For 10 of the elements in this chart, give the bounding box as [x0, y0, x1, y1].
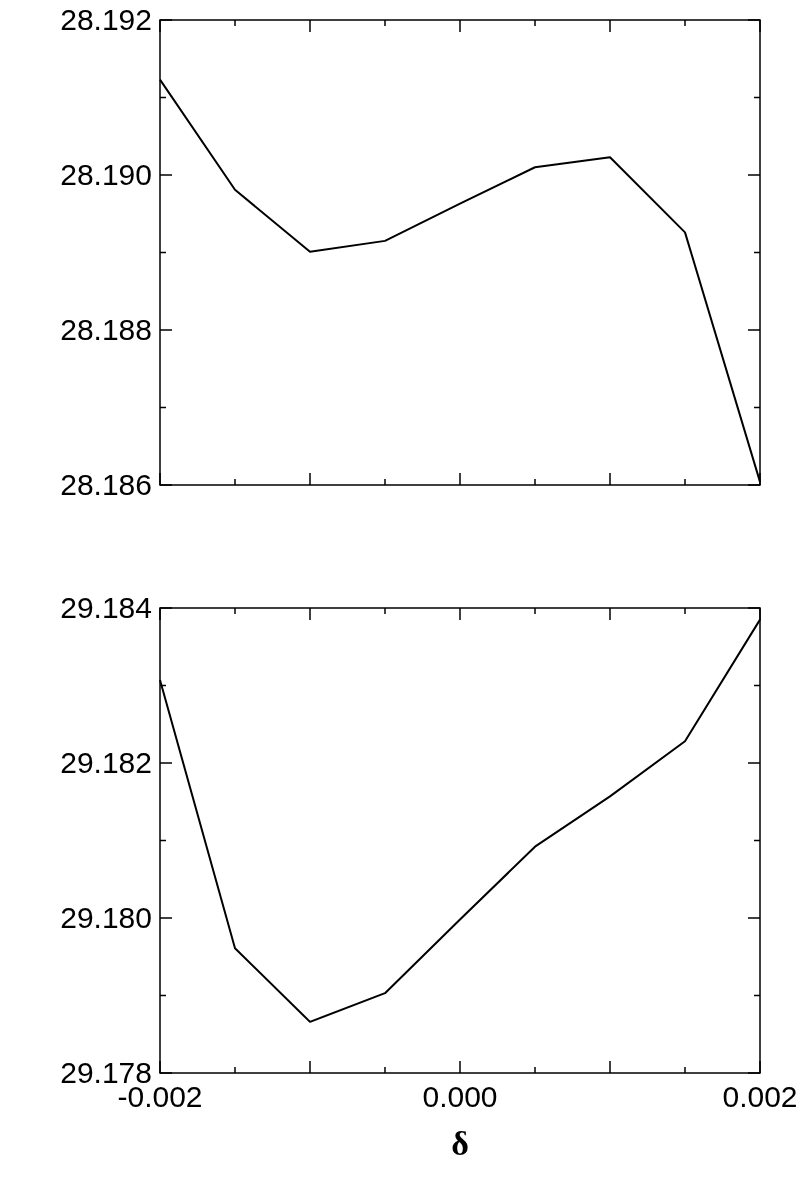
x-tick-label: 0.002: [722, 1080, 798, 1113]
x-axis-title: δ: [451, 1125, 469, 1162]
x-tick-label: 0.000: [422, 1080, 498, 1113]
y-tick-label: 29.180: [60, 901, 152, 934]
y-tick-label: 29.184: [60, 591, 152, 624]
y-tick-label: 28.188: [60, 313, 152, 346]
y-tick-label: 28.192: [60, 3, 152, 36]
y-tick-label: 28.190: [60, 158, 152, 191]
y-tick-label: 28.186: [60, 468, 152, 501]
y-tick-label: 29.182: [60, 746, 152, 779]
